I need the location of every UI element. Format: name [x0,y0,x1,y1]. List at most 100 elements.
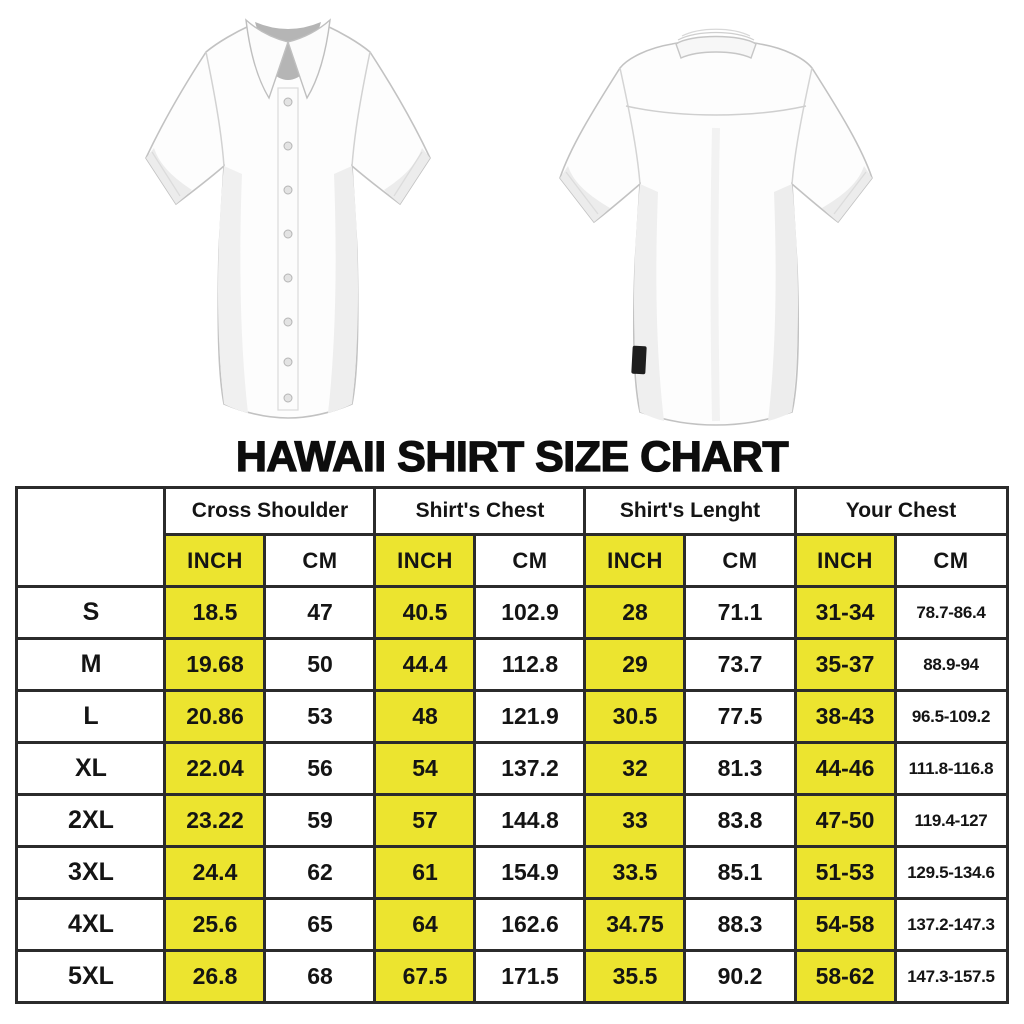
button-placket [277,87,299,411]
inch-header: INCH [163,533,267,588]
value-cell: 22.04 [163,741,267,796]
value-cell: 44.4 [373,637,477,692]
table-row: 4XL 25.6 65 64 162.6 34.75 88.3 54-58 137.2-147.… [15,897,1009,952]
cm-header: CM [893,533,1009,588]
table-row: 2XL 23.22 59 57 144.8 33 83.8 47-50 119.4-127 [15,793,1009,848]
value-cell: 30.5 [583,689,687,744]
value-cell: 57 [373,793,477,848]
value-cell: 35-37 [793,637,897,692]
table-row: XL 22.04 56 54 137.2 32 81.3 44-46 111.8-116.8 [15,741,1009,796]
cm-header: CM [263,533,377,588]
size-cell: 4XL [15,897,167,952]
value-cell: 53 [263,689,377,744]
value-cell: 147.3-157.5 [893,949,1009,1004]
column-group-shirts-chest: Shirt's Chest [373,486,587,536]
size-table-body: S 18.5 47 40.5 102.9 28 71.1 31-34 78.7-86.4 M 19.… [15,585,1009,1004]
cm-header: CM [473,533,587,588]
value-cell: 25.6 [163,897,267,952]
value-cell: 88.9-94 [893,637,1009,692]
value-cell: 144.8 [473,793,587,848]
value-cell: 48 [373,689,477,744]
value-cell: 85.1 [683,845,797,900]
value-cell: 111.8-116.8 [893,741,1009,796]
size-cell: S [15,585,167,640]
value-cell: 62 [263,845,377,900]
value-cell: 34.75 [583,897,687,952]
value-cell: 73.7 [683,637,797,692]
value-cell: 171.5 [473,949,587,1004]
value-cell: 24.4 [163,845,267,900]
page-title: HAWAII SHIRT SIZE CHART [235,433,789,481]
value-cell: 71.1 [683,585,797,640]
cm-header: CM [683,533,797,588]
value-cell: 47-50 [793,793,897,848]
table-row: L 20.86 53 48 121.9 30.5 77.5 38-43 96.5-109.2 [15,689,1009,744]
value-cell: 32 [583,741,687,796]
column-group-header-row: Cross Shoulder Shirt's Chest Shirt's Len… [15,486,1009,588]
value-cell: 28 [583,585,687,640]
value-cell: 50 [263,637,377,692]
value-cell: 44-46 [793,741,897,796]
value-cell: 38-43 [793,689,897,744]
size-cell: 3XL [15,845,167,900]
size-cell: M [15,637,167,692]
value-cell: 59 [263,793,377,848]
value-cell: 88.3 [683,897,797,952]
value-cell: 162.6 [473,897,587,952]
value-cell: 35.5 [583,949,687,1004]
value-cell: 19.68 [163,637,267,692]
column-group-shirts-lenght: Shirt's Lenght [583,486,797,536]
front-collar [245,18,331,100]
value-cell: 68 [263,949,377,1004]
value-cell: 54-58 [793,897,897,952]
value-cell: 33.5 [583,845,687,900]
value-cell: 31-34 [793,585,897,640]
size-chart-table: Cross Shoulder Shirt's Chest Shirt's Len… [15,486,1009,1004]
inch-header: INCH [373,533,477,588]
value-cell: 56 [263,741,377,796]
table-row: M 19.68 50 44.4 112.8 29 73.7 35-37 88.9-94 [15,637,1009,692]
value-cell: 33 [583,793,687,848]
value-cell: 51-53 [793,845,897,900]
shirt-front-image [145,18,431,419]
inch-header: INCH [583,533,687,588]
value-cell: 26.8 [163,949,267,1004]
table-row: S 18.5 47 40.5 102.9 28 71.1 31-34 78.7-86.4 [15,585,1009,640]
table-row: 5XL 26.8 68 67.5 171.5 35.5 90.2 58-62 147.3-157… [15,949,1009,1004]
value-cell: 40.5 [373,585,477,640]
shirt-images [0,0,1024,436]
unit-header-row: INCH CM INCH CM INCH CM INCH CM [17,533,1009,588]
value-cell: 78.7-86.4 [893,585,1009,640]
value-cell: 58-62 [793,949,897,1004]
value-cell: 18.5 [163,585,267,640]
size-column-header [15,486,167,588]
back-yoke-seam [625,105,807,116]
value-cell: 20.86 [163,689,267,744]
value-cell: 83.8 [683,793,797,848]
value-cell: 29 [583,637,687,692]
table-row: 3XL 24.4 62 61 154.9 33.5 85.1 51-53 129.5-134.6 [15,845,1009,900]
value-cell: 77.5 [683,689,797,744]
value-cell: 137.2 [473,741,587,796]
value-cell: 61 [373,845,477,900]
value-cell: 96.5-109.2 [893,689,1009,744]
size-cell: 2XL [15,793,167,848]
value-cell: 81.3 [683,741,797,796]
value-cell: 67.5 [373,949,477,1004]
value-cell: 119.4-127 [893,793,1009,848]
value-cell: 47 [263,585,377,640]
value-cell: 121.9 [473,689,587,744]
value-cell: 23.22 [163,793,267,848]
value-cell: 154.9 [473,845,587,900]
value-cell: 64 [373,897,477,952]
size-cell: XL [15,741,167,796]
size-cell: 5XL [15,949,167,1004]
value-cell: 54 [373,741,477,796]
column-group-your-chest: Your Chest [793,486,1009,536]
value-cell: 90.2 [683,949,797,1004]
inch-header: INCH [793,533,897,588]
column-group-cross-shoulder: Cross Shoulder [163,486,377,536]
size-cell: L [15,689,167,744]
back-collar-band [675,28,757,59]
